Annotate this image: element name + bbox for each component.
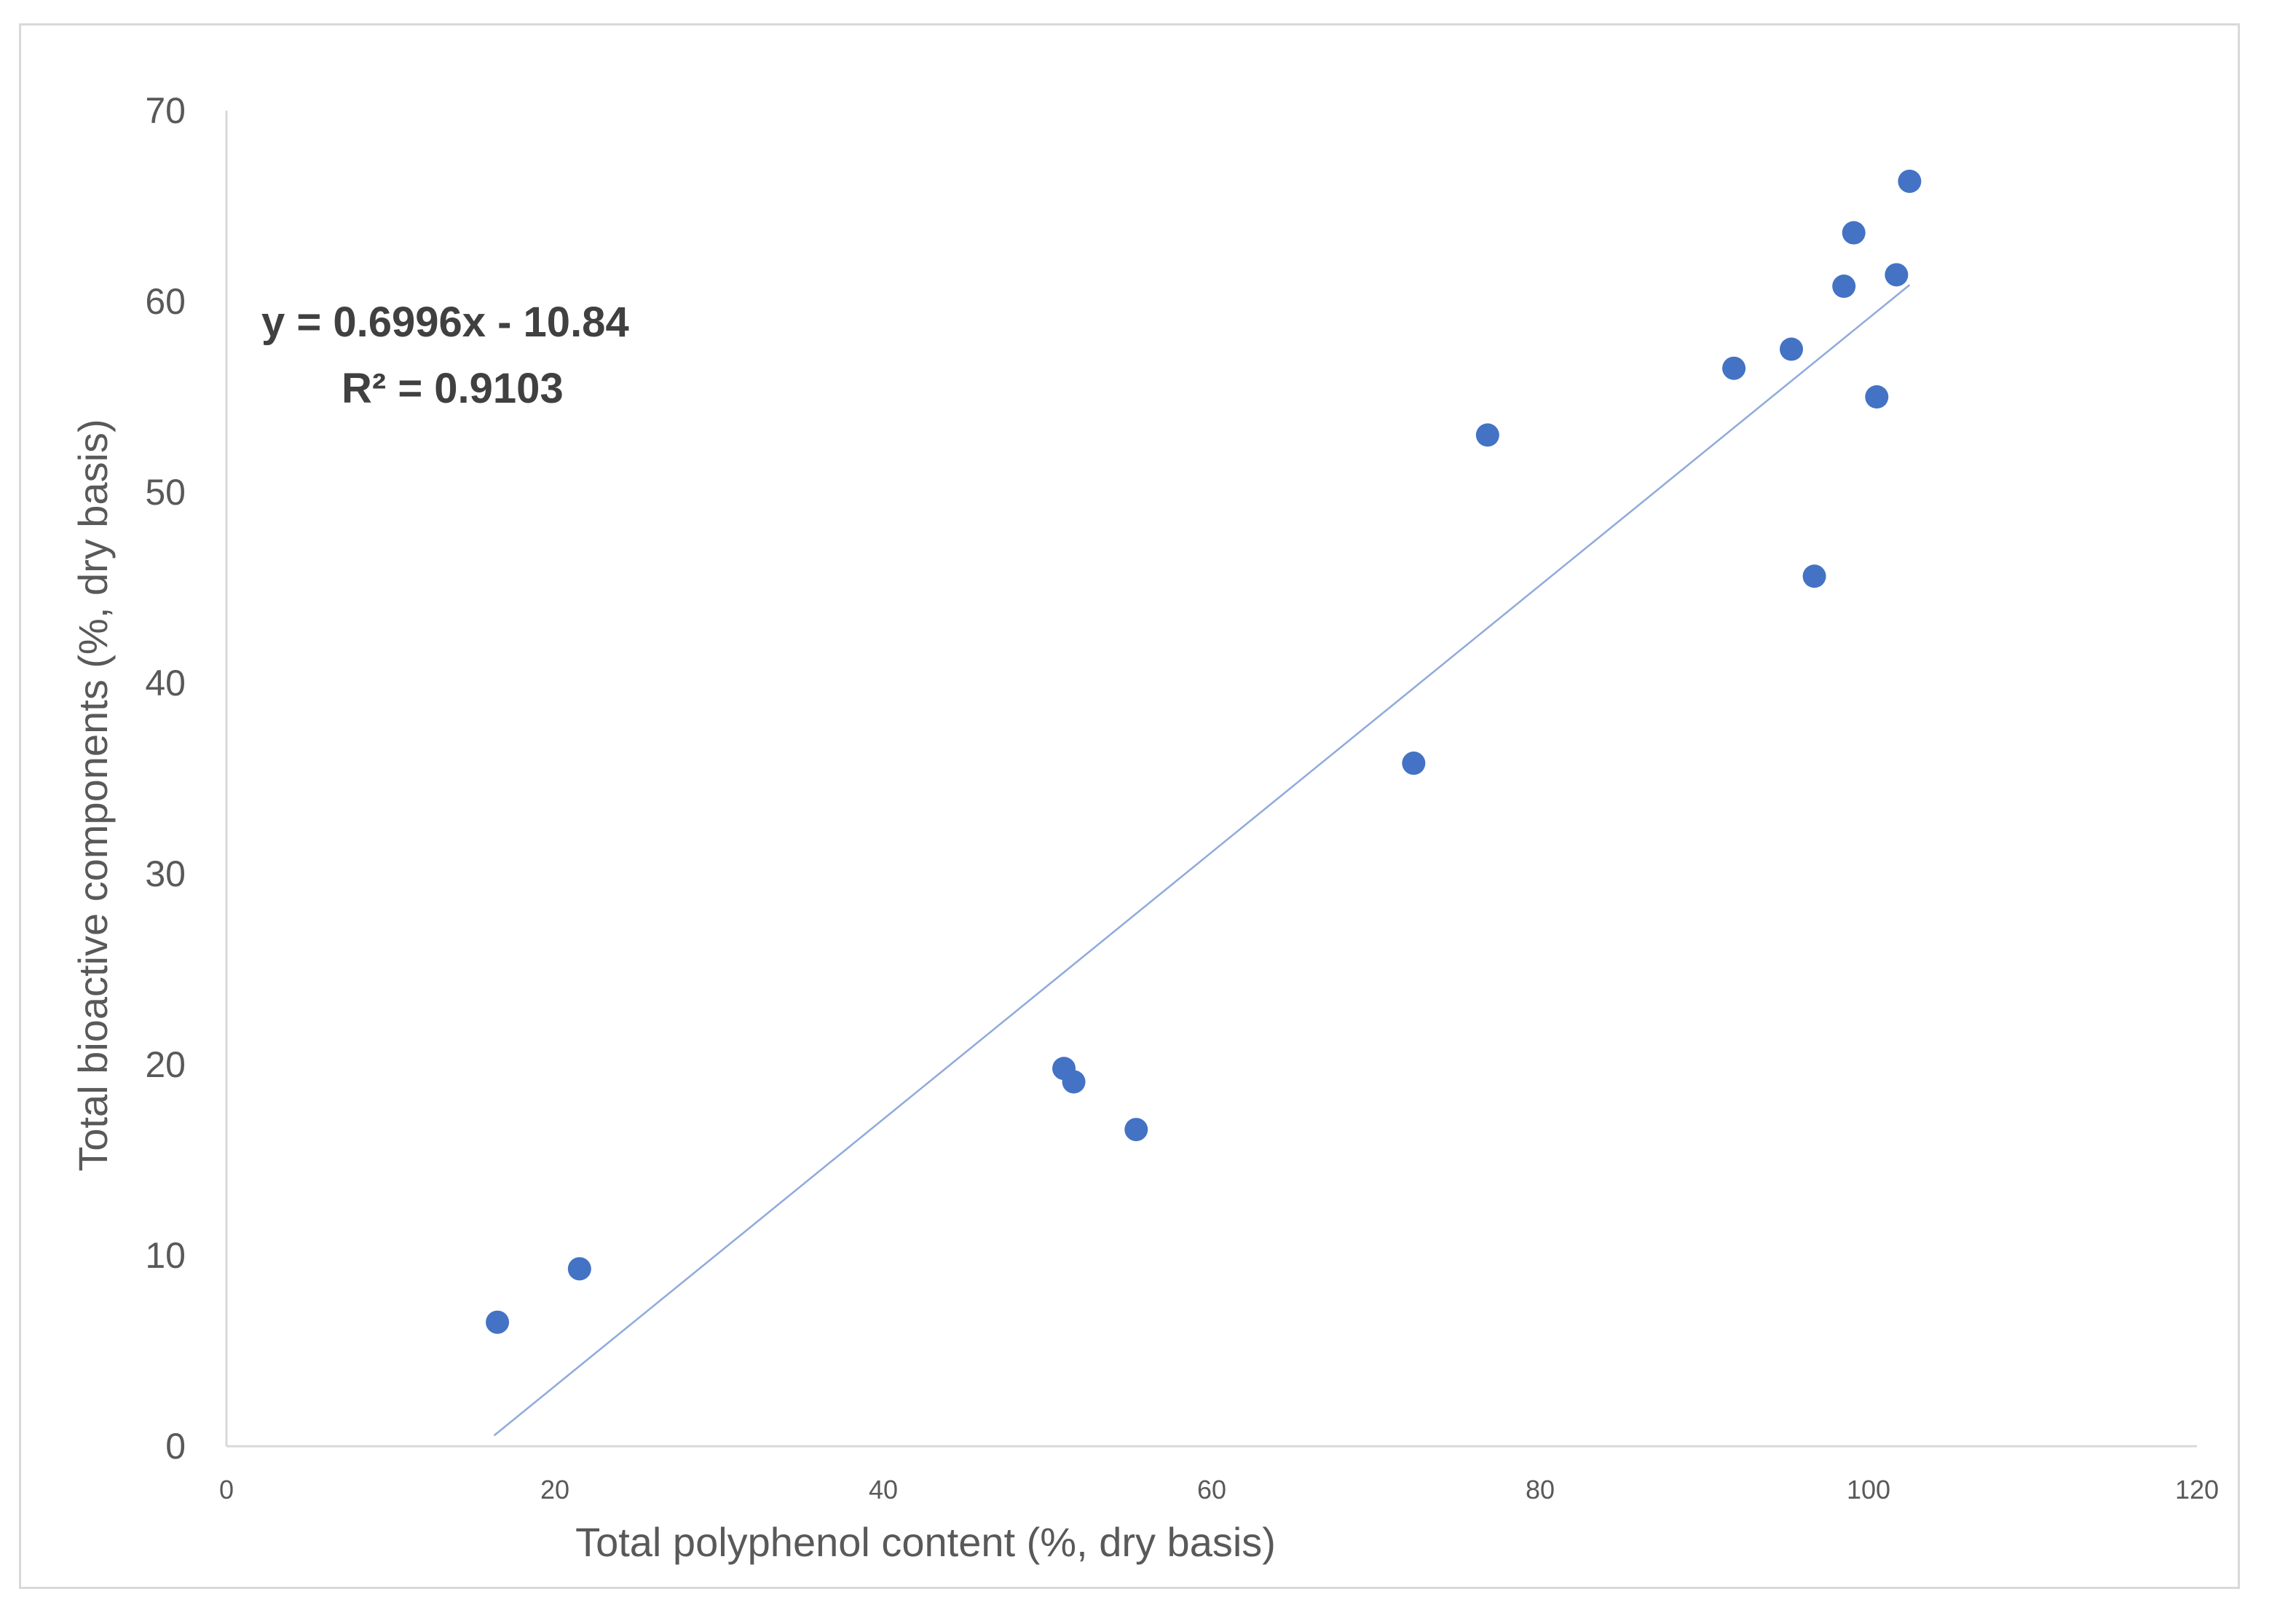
y-axis-title: Total bioactive components (%, dry basis… (70, 419, 116, 1171)
y-tick-labels: 0 10 20 30 40 50 60 70 (145, 90, 186, 1467)
data-point (1780, 337, 1804, 361)
data-point (1842, 221, 1866, 245)
x-tick-label: 80 (1526, 1475, 1555, 1504)
y-tick-label: 0 (165, 1426, 186, 1467)
data-point (567, 1257, 591, 1281)
data-point (1062, 1070, 1086, 1094)
x-tick-label: 100 (1847, 1475, 1890, 1504)
axes (225, 111, 2197, 1448)
y-tick-label: 60 (145, 281, 186, 322)
r-squared-label: R² = 0.9103 (342, 365, 564, 412)
trendline (493, 284, 1911, 1437)
x-tick-label: 120 (2175, 1475, 2219, 1504)
data-point (1402, 752, 1426, 776)
x-tick-label: 60 (1197, 1475, 1226, 1504)
data-point (1722, 356, 1746, 380)
y-tick-label: 30 (145, 853, 186, 894)
data-point (1802, 564, 1826, 588)
x-tick-label: 20 (540, 1475, 569, 1504)
y-tick-label: 40 (145, 663, 186, 703)
x-axis-title: Total polyphenol content (%, dry basis) (575, 1519, 1276, 1565)
y-tick-label: 70 (145, 90, 186, 131)
data-point (1832, 275, 1856, 299)
trendline-equation: y = 0.6996x - 10.84 (261, 299, 629, 346)
scatter-chart: 0 10 20 30 40 50 60 70 0 20 40 60 80 100 120 y = 0.69… (70, 90, 2219, 1565)
data-point (1124, 1118, 1148, 1142)
x-tick-label: 0 (219, 1475, 234, 1504)
data-point (1475, 423, 1499, 447)
y-tick-label: 10 (145, 1235, 186, 1276)
y-tick-label: 20 (145, 1044, 186, 1085)
data-point (1865, 385, 1889, 409)
data-points (486, 169, 1922, 1334)
data-point (486, 1310, 510, 1334)
chart-frame: 0 10 20 30 40 50 60 70 0 20 40 60 80 100 120 y = 0.69… (19, 23, 2240, 1589)
y-tick-label: 50 (145, 472, 186, 513)
data-point (1885, 263, 1909, 287)
x-tick-label: 40 (869, 1475, 898, 1504)
data-point (1898, 169, 1922, 193)
x-tick-labels: 0 20 40 60 80 100 120 (219, 1475, 2219, 1504)
